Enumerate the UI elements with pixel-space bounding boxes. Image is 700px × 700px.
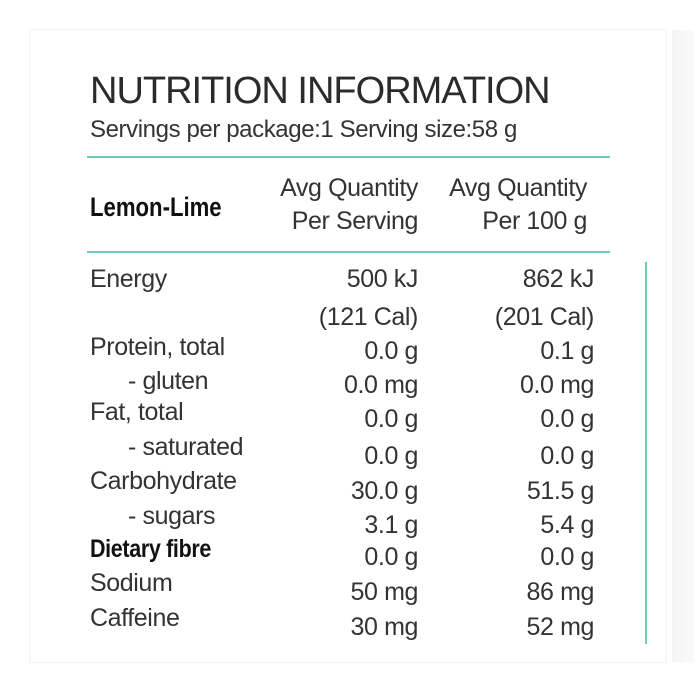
panel-title: NUTRITION INFORMATION <box>90 70 551 112</box>
per-100g-value: 86 mg <box>526 578 595 606</box>
nutrient-label: Caffeine <box>90 604 180 632</box>
nutrient-row-sodium: Sodium 50 mg 86 mg <box>0 569 700 606</box>
nutrient-row-protein: Protein, total 0.0 g 0.1 g <box>0 333 700 367</box>
per-serving-value: 0.0 g <box>364 337 418 365</box>
per-100g-value: 862 kJ <box>522 265 595 293</box>
nutrient-row-gluten: - gluten 0.0 mg 0.0 mg <box>0 367 700 401</box>
per-100g-value: 0.0 g <box>540 543 594 571</box>
nutrient-label: Fat, total <box>90 398 184 426</box>
nutrient-label: Protein, total <box>90 333 225 361</box>
header-divider <box>87 251 610 253</box>
per-serving-value: 0.0 g <box>364 543 418 571</box>
per-100g-value: 0.1 g <box>540 337 594 365</box>
column-header-per-serving: Avg Quantity Per Serving <box>280 172 418 238</box>
per-serving-value: 0.0 mg <box>343 371 418 399</box>
nutrient-row-caffeine: Caffeine 30 mg 52 mg <box>0 604 700 641</box>
nutrient-row-dietary-fibre: Dietary fibre 0.0 g 0.0 g <box>0 535 700 571</box>
nutrient-label: - saturated <box>128 433 244 461</box>
per-100g-value: 52 mg <box>526 613 595 641</box>
per-serving-value: 500 kJ <box>346 265 419 293</box>
nutrient-label: Carbohydrate <box>90 467 237 495</box>
top-divider <box>87 156 610 158</box>
per-100g-value: 0.0 g <box>540 442 594 470</box>
per-100g-calories: (201 Cal) <box>494 303 595 331</box>
page-edge-shade <box>672 30 694 662</box>
per-serving-value: 50 mg <box>350 578 419 606</box>
nutrient-label: Energy <box>90 265 167 293</box>
per-serving-value: 0.0 g <box>364 442 418 470</box>
nutrient-label: - gluten <box>128 367 209 395</box>
nutrient-label: - sugars <box>128 502 216 530</box>
column-header-line: Avg Quantity <box>280 174 418 202</box>
nutrient-row-saturated: - saturated 0.0 g 0.0 g <box>0 433 700 470</box>
column-header-line: Per Serving <box>291 207 419 235</box>
per-serving-value: 30.0 g <box>350 477 419 505</box>
nutrient-row-energy: Energy 500 kJ 862 kJ (121 Cal) (201 Cal) <box>0 265 700 331</box>
side-divider <box>645 262 647 644</box>
nutrition-panel <box>30 30 666 662</box>
per-100g-value: 51.5 g <box>526 477 595 505</box>
nutrient-label: Dietary fibre <box>90 535 211 563</box>
column-header-line: Per 100 g <box>482 207 587 235</box>
per-serving-value: 30 mg <box>350 613 419 641</box>
servings-info: Servings per package:1 Serving size:58 g <box>90 116 517 143</box>
per-serving-value: 3.1 g <box>364 511 418 539</box>
flavour-name: Lemon-Lime <box>90 192 222 222</box>
nutrient-row-carbohydrate: Carbohydrate 30.0 g 51.5 g <box>0 467 700 505</box>
per-100g-value: 0.0 g <box>540 405 594 433</box>
per-serving-calories: (121 Cal) <box>318 303 419 331</box>
column-header-line: Avg Quantity <box>449 174 587 202</box>
nutrient-label: Sodium <box>90 569 173 597</box>
per-serving-value: 0.0 g <box>364 405 418 433</box>
column-header-per-100g: Avg Quantity Per 100 g <box>449 172 587 238</box>
per-100g-value: 0.0 mg <box>519 371 594 399</box>
per-100g-value: 5.4 g <box>540 511 594 539</box>
nutrient-row-sugars: - sugars 3.1 g 5.4 g <box>0 502 700 539</box>
nutrient-row-fat: Fat, total 0.0 g 0.0 g <box>0 398 700 433</box>
